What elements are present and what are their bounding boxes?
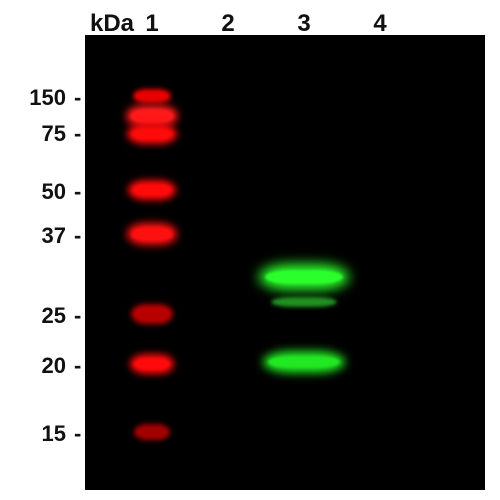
lane-label-2: 2	[221, 10, 234, 38]
marker-tick-25: -	[74, 303, 81, 329]
marker-label-25: 25	[42, 303, 66, 329]
lane-label-4: 4	[373, 10, 386, 38]
sample-band-1	[273, 299, 335, 305]
marker-tick-37: -	[74, 223, 81, 249]
marker-label-50: 50	[42, 179, 66, 205]
marker-label-37: 37	[42, 223, 66, 249]
marker-tick-20: -	[74, 353, 81, 379]
ladder-band-2	[131, 128, 173, 140]
marker-label-150: 150	[29, 85, 66, 111]
marker-tick-50: -	[74, 179, 81, 205]
ladder-band-3	[132, 184, 172, 196]
marker-tick-15: -	[74, 421, 81, 447]
western-blot-figure: kDa 1234 150-75-50-37-25-20-15-	[0, 0, 500, 500]
marker-tick-150: -	[74, 85, 81, 111]
lane-label-3: 3	[297, 10, 310, 38]
sample-band-2	[268, 356, 340, 368]
sample-band-0	[265, 270, 343, 284]
axis-title: kDa	[90, 10, 134, 38]
ladder-band-7	[136, 426, 168, 438]
ladder-band-0	[135, 91, 169, 101]
ladder-band-6	[134, 358, 170, 370]
marker-label-20: 20	[42, 353, 66, 379]
marker-label-15: 15	[42, 421, 66, 447]
ladder-band-1	[130, 109, 174, 123]
gel-image	[85, 35, 485, 490]
ladder-band-4	[131, 227, 173, 241]
marker-tick-75: -	[74, 121, 81, 147]
marker-label-75: 75	[42, 121, 66, 147]
ladder-band-5	[134, 307, 170, 321]
lane-label-1: 1	[145, 10, 158, 38]
